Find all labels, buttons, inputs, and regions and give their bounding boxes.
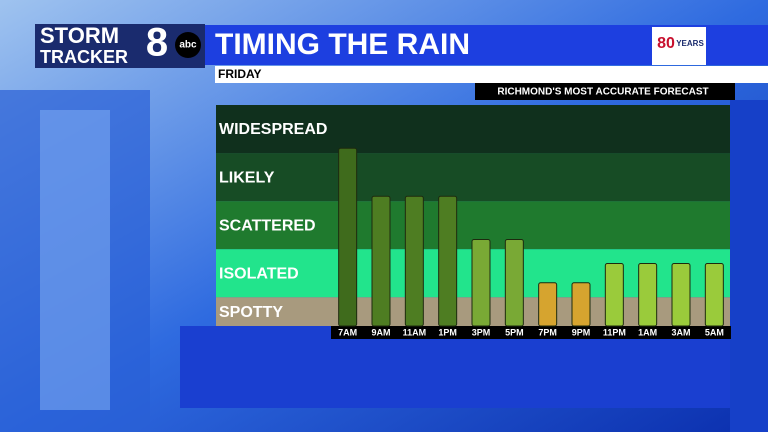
bar — [571, 282, 591, 327]
x-tick-label: 3AM — [671, 327, 690, 337]
chart-title: TIMING THE RAIN — [215, 28, 470, 61]
network-logo — [175, 32, 201, 58]
x-tick-label: 9PM — [572, 327, 591, 337]
x-tick-label: 5AM — [705, 327, 724, 337]
bar — [404, 195, 424, 327]
axis-strip — [331, 326, 731, 339]
level-band — [216, 105, 730, 154]
bar — [438, 195, 458, 327]
network: abc — [179, 40, 197, 51]
level-band — [216, 153, 730, 202]
banner-bar — [475, 83, 735, 100]
bottom-panel — [180, 326, 730, 408]
bg-panel — [40, 110, 110, 410]
bar — [471, 239, 491, 327]
badge-text: YEARS — [676, 39, 704, 48]
level-label: SPOTTY — [219, 304, 283, 321]
bar — [604, 263, 624, 327]
bar — [638, 263, 658, 327]
x-tick-label: 5PM — [505, 327, 524, 337]
bg-panel — [730, 100, 768, 432]
level-label: LIKELY — [219, 169, 275, 186]
bar — [538, 282, 558, 327]
x-tick-label: 1PM — [438, 327, 457, 337]
level-label: ISOLATED — [219, 265, 299, 282]
level-label: WIDESPREAD — [219, 121, 327, 138]
level-label: SCATTERED — [219, 217, 316, 234]
subtitle-bar — [215, 66, 768, 83]
x-tick-label: 9AM — [371, 327, 390, 337]
x-tick-label: 1AM — [638, 327, 657, 337]
x-tick-label: 7PM — [538, 327, 557, 337]
brand-number: 8 — [146, 21, 168, 65]
brand-top: STORM — [40, 23, 119, 48]
bar — [338, 147, 358, 327]
brand-bottom: TRACKER — [40, 47, 128, 67]
bar — [704, 263, 724, 327]
x-tick-label: 3PM — [472, 327, 491, 337]
badge — [652, 27, 706, 65]
subtitle: FRIDAY — [218, 67, 262, 81]
x-tick-label: 7AM — [338, 327, 357, 337]
bar — [671, 263, 691, 327]
x-tick-label: 11PM — [603, 327, 626, 337]
bar — [504, 239, 524, 327]
badge-number: 80 — [657, 35, 675, 52]
bar — [371, 195, 391, 327]
x-tick-label: 11AM — [403, 327, 427, 337]
banner: RICHMOND'S MOST ACCURATE FORECAST — [497, 87, 708, 98]
